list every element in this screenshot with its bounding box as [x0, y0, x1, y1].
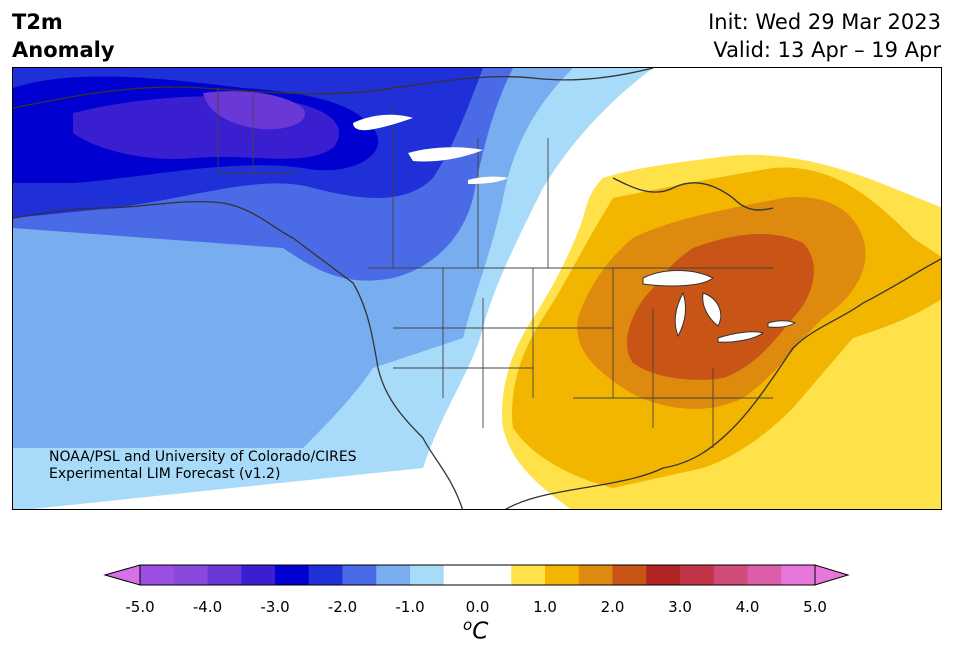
colorbar-bin — [713, 565, 748, 585]
cold-band-minus-3.5 — [203, 91, 305, 130]
map-canvas — [13, 68, 941, 509]
warm-anomaly-field — [502, 154, 941, 509]
colorbar-tick-label: 0.0 — [465, 598, 490, 616]
unit-degree: o — [463, 616, 473, 634]
colorbar-tick-label: 3.0 — [668, 598, 692, 616]
colorbar-tick-label: -2.0 — [327, 598, 358, 616]
colorbar-tick-label: 2.0 — [600, 598, 625, 616]
valid-date: Valid: 13 Apr – 19 Apr — [713, 38, 941, 62]
colorbar-tick-label: -3.0 — [260, 598, 290, 616]
colorbar-bin — [140, 565, 175, 585]
coastlines — [13, 68, 941, 509]
credit-note: NOAA/PSL and University of Colorado/CIRE… — [49, 449, 357, 483]
init-date: Init: Wed 29 Mar 2023 — [708, 10, 941, 34]
colorbar-unit: oC — [463, 616, 488, 645]
colorbar-bin — [241, 565, 276, 585]
colorbar-bin — [545, 565, 580, 585]
forecast-dates: Init: Wed 29 Mar 2023 Valid: 13 Apr – 19… — [708, 8, 941, 64]
colorbar-bin — [747, 565, 782, 585]
colorbar-bin — [578, 565, 613, 585]
colorbar — [103, 564, 850, 586]
colorbar-tick-label: 5.0 — [803, 598, 827, 616]
colorbar-bins — [140, 565, 816, 585]
colorbar-outline — [139, 564, 816, 586]
colorbar-bin — [207, 565, 242, 585]
lake-erie — [717, 331, 765, 343]
colorbar-tick-label: 1.0 — [533, 598, 557, 616]
colorbar-bin — [511, 565, 546, 585]
lake-huron — [702, 292, 722, 327]
variable-label: T2m — [12, 10, 63, 34]
northern-lakes — [353, 114, 508, 184]
lake-ontario — [767, 320, 797, 328]
great-lakes — [642, 270, 797, 343]
colorbar-bin — [308, 565, 343, 585]
colorbar-bin — [646, 565, 681, 585]
colorbar-bin — [410, 565, 445, 585]
colorbar-bin — [612, 565, 647, 585]
great-bear-lake — [353, 114, 413, 131]
lake-michigan — [674, 291, 686, 338]
colorbar-tick-label: -5.0 — [125, 598, 155, 616]
colorbar-tick-label: 4.0 — [735, 598, 760, 616]
colorbar-over-arrow — [814, 564, 850, 586]
colorbar-bin — [275, 565, 310, 585]
great-slave-lake — [408, 147, 483, 162]
lake-superior — [642, 270, 714, 287]
colorbar-tick-label: -4.0 — [192, 598, 223, 616]
chart-title: T2m Anomaly — [12, 8, 115, 64]
variable-sublabel: Anomaly — [12, 38, 115, 62]
colorbar-bin — [680, 565, 715, 585]
colorbar-tick-label: -1.0 — [395, 598, 425, 616]
credit-line-2: Experimental LIM Forecast (v1.2) — [49, 466, 281, 482]
lake-athabasca — [468, 176, 508, 184]
political-boundaries — [217, 88, 773, 448]
credit-line-1: NOAA/PSL and University of Colorado/CIRE… — [49, 449, 357, 465]
colorbar-bin — [781, 565, 816, 585]
unit-celsius: C — [472, 618, 489, 645]
colorbar-under-arrow — [103, 564, 141, 586]
colorbar-bin — [443, 565, 512, 585]
colorbar-bin — [173, 565, 208, 585]
colorbar-bin — [342, 565, 377, 585]
anomaly-map — [12, 67, 942, 510]
colorbar-bin — [376, 565, 411, 585]
